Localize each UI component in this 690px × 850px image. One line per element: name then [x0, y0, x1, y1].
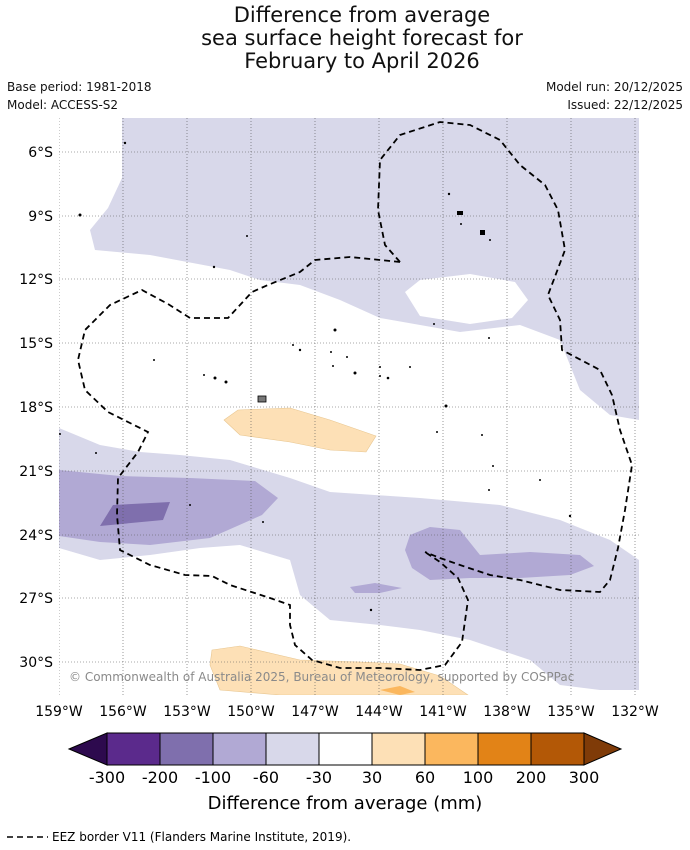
lon-label-156w: 156°W: [99, 704, 147, 720]
colorbar-swatch-p100-p200: [477, 732, 532, 766]
colorbar-swatch-m200-m100: [159, 732, 214, 766]
map-title: Difference from average sea surface heig…: [0, 4, 690, 73]
colorbar-tick-p200: 200: [516, 768, 547, 787]
colorbar-tick-m30: -30: [306, 768, 332, 787]
meta-right: Model run: 20/12/2025 Issued: 22/12/2025: [546, 78, 683, 114]
anomaly-region-m100-m60-west: [59, 470, 278, 545]
meta-left: Base period: 1981-2018 Model: ACCESS-S2: [7, 78, 152, 114]
colorbar-swatch-m60-m30: [265, 732, 320, 766]
colorbar-swatch-m300-m200: [106, 732, 161, 766]
base-period: Base period: 1981-2018: [7, 80, 152, 94]
colorbar-tick-p30: 30: [362, 768, 382, 787]
colorbar-swatch-p200-p300: [530, 732, 585, 766]
anomaly-region-m100-m60-east: [405, 527, 594, 580]
colorbar-tick-m200: -200: [142, 768, 178, 787]
eez-legend-text: EEZ border V11 (Flanders Marine Institut…: [52, 830, 351, 844]
model-run: Model run: 20/12/2025: [545, 80, 683, 94]
colorbar-tick-m60: -60: [253, 768, 279, 787]
colorbar-extend-high: [583, 732, 623, 766]
lon-label-138w: 138°W: [483, 704, 531, 720]
model-name: Model: ACCESS-S2: [7, 98, 119, 112]
anomaly-hole-north: [405, 274, 528, 324]
map-area: © Commonwealth of Australia 2025, Bureau…: [59, 118, 639, 695]
anomaly-region-p30-p60-central: [223, 407, 377, 453]
colorbar-tick-p100: 100: [463, 768, 494, 787]
anomaly-region-m100-m60-small: [350, 583, 402, 593]
title-line-2: sea surface height forecast for: [201, 26, 523, 50]
lon-label-153w: 153°W: [163, 704, 211, 720]
eez-borders: [77, 121, 633, 671]
lon-label-150w: 150°W: [227, 704, 275, 720]
anomaly-region-p30-p60-south: [209, 645, 469, 695]
colorbar-title: Difference from average (mm): [208, 793, 483, 814]
lat-label-27s: 27°S: [19, 591, 53, 607]
lat-label-21s: 21°S: [19, 464, 53, 480]
title-line-3: February to April 2026: [244, 49, 480, 73]
colorbar-tick-p60: 60: [415, 768, 435, 787]
lon-label-144w: 144°W: [355, 704, 403, 720]
eez-legend: EEZ border V11 (Flanders Marine Institut…: [7, 830, 351, 844]
lon-label-132w: 132°W: [611, 704, 659, 720]
colorbar-swatch-m100-m60: [212, 732, 267, 766]
copyright-notice: © Commonwealth of Australia 2025, Bureau…: [69, 670, 574, 684]
islands: [59, 141, 572, 612]
title-line-1: Difference from average: [233, 3, 491, 27]
lon-labels: 159°W 156°W 153°W 150°W 147°W 144°W 141°…: [35, 704, 659, 720]
lon-label-135w: 135°W: [547, 704, 595, 720]
colorbar-swatch-m30-p30: [318, 732, 373, 766]
lon-label-159w: 159°W: [35, 704, 83, 720]
lon-label-141w: 141°W: [419, 704, 467, 720]
lat-labels: 6°S 9°S 12°S 15°S 18°S 21°S 24°S 27°S 30…: [19, 145, 53, 671]
colorbar-tick-m300: -300: [89, 768, 125, 787]
eez-border-west: [77, 256, 469, 671]
colorbar: -300 -200 -100 -60 -30 30 60 100 200 300…: [67, 732, 623, 814]
lat-label-18s: 18°S: [19, 400, 53, 416]
lat-label-30s: 30°S: [19, 655, 53, 671]
colorbar-swatch-p30-p60: [371, 732, 426, 766]
lat-label-24s: 24°S: [19, 528, 53, 544]
issued-date: Issued: 22/12/2025: [567, 98, 683, 112]
colorbar-extend-low: [67, 732, 108, 766]
lon-label-147w: 147°W: [291, 704, 339, 720]
colorbar-ticks: -300 -200 -100 -60 -30 30 60 100 200 300: [89, 768, 599, 787]
colorbar-tick-m100: -100: [195, 768, 231, 787]
lat-label-9s: 9°S: [28, 209, 53, 225]
lat-label-6s: 6°S: [28, 145, 53, 161]
colorbar-tick-p300: 300: [569, 768, 600, 787]
colorbar-swatch-p60-p100: [424, 732, 479, 766]
anomaly-region-p60-p100-south: [380, 686, 415, 695]
lat-label-15s: 15°S: [19, 336, 53, 352]
lat-label-12s: 12°S: [19, 272, 53, 288]
eez-border-north: [377, 121, 633, 593]
anomaly-region-m60-m30-north: [90, 118, 639, 420]
